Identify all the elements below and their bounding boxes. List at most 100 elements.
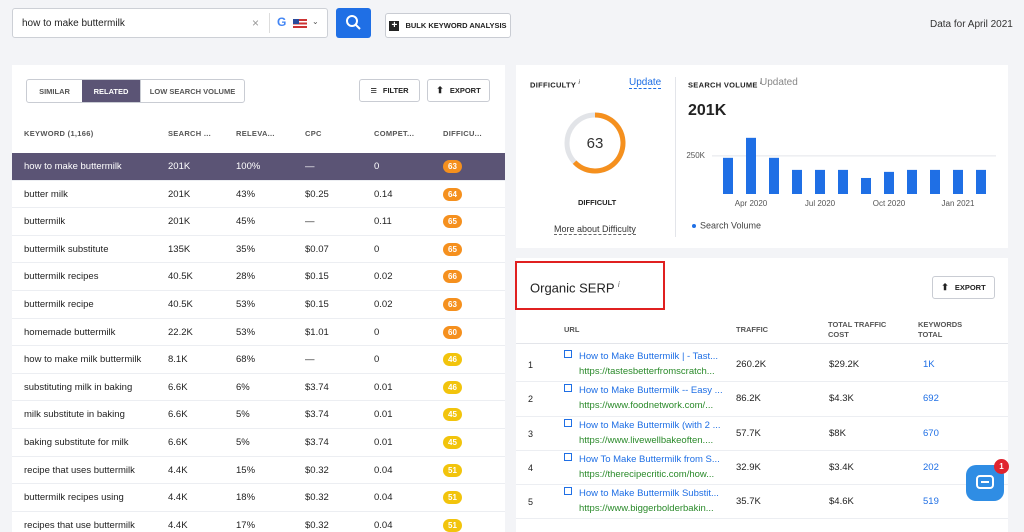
google-icon[interactable]: G <box>277 15 287 29</box>
table-row[interactable]: recipe that uses buttermilk 4.4K 15% $0.32 0… <box>12 456 505 485</box>
table-cell: 5% <box>236 437 250 448</box>
chat-badge: 1 <box>994 459 1009 474</box>
table-row[interactable]: buttermilk substitute 135K 35% $0.07 0 65 <box>12 235 505 264</box>
bulk-button[interactable]: + BULK KEYWORD ANALYSIS <box>385 13 511 38</box>
column-header: TOTAL TRAFFIC COST <box>828 320 887 339</box>
update-link[interactable]: Update <box>629 77 662 89</box>
table-cell: 0.14 <box>374 188 393 200</box>
table-cell: 6.6K <box>168 381 188 393</box>
result-title[interactable]: How To Make Buttermilk from S... <box>579 453 720 465</box>
table-cell: how to make milk buttermilk <box>24 354 142 366</box>
traffic: 57.7K <box>736 427 761 439</box>
serp-row: 5 How to Make Buttermilk Substit... https:… <box>516 485 1008 520</box>
result-url[interactable]: https://www.livewellbakeoften.... <box>579 434 714 446</box>
table-row[interactable]: substituting milk in baking 6.6K 6% $3.74 0.… <box>12 373 505 402</box>
column-header: DIFFICU... <box>443 129 482 138</box>
table-row[interactable]: buttermilk recipes using 4.4K 18% $0.32 0.04… <box>12 484 505 512</box>
keywords-total[interactable]: 692 <box>923 393 939 405</box>
difficulty-badge: 65 <box>443 242 462 256</box>
result-title[interactable]: How to Make Buttermilk -- Easy ... <box>579 385 723 397</box>
rank: 1 <box>528 360 534 370</box>
table-row[interactable]: how to make milk buttermilk 8.1K 68% — 0 46 <box>12 346 505 374</box>
table-cell: 201K <box>168 188 191 200</box>
volume-label-text: SEARCH VOLUME <box>688 80 758 90</box>
x-tick-label: Oct 2020 <box>873 199 906 208</box>
difficulty-more-link[interactable]: More about Difficulty <box>554 224 636 235</box>
table-row[interactable]: buttermilk 201K 45% — 0.11 65 <box>12 208 505 236</box>
query-text: how to make buttermilk <box>22 18 125 29</box>
table-row[interactable]: butter milk 201K 43% $0.25 0.14 64 <box>12 180 505 209</box>
result-url[interactable]: https://tastesbetterfromscratch... <box>579 366 715 377</box>
difficulty-badge: 63 <box>443 160 462 173</box>
link-icon <box>564 418 572 427</box>
bar <box>861 177 871 194</box>
rank: 2 <box>528 394 534 405</box>
info: i <box>578 79 581 86</box>
result-url[interactable]: https://www.biggerbolderbakin... <box>579 503 714 515</box>
volume-total: 201K <box>688 102 727 119</box>
clear-icon[interactable]: × <box>252 16 260 30</box>
keywords-total[interactable]: 1K <box>923 359 935 370</box>
rank: 3 <box>528 428 534 439</box>
search-button[interactable] <box>336 8 371 38</box>
filter-button[interactable]: ≡ FILTER <box>359 79 420 102</box>
filter-label: FILTER <box>382 86 409 95</box>
bar <box>815 169 825 194</box>
search-input[interactable]: how to make buttermilk × G ⌄ <box>12 8 328 38</box>
table-row[interactable]: buttermilk recipe 40.5K 53% $0.15 0.02 63 <box>12 291 505 319</box>
table-row-selected[interactable]: how to make buttermilk 201K 100% — 0 63 <box>12 153 505 181</box>
table-cell: $0.32 <box>305 519 329 531</box>
filter-icon: ≡ <box>370 84 377 97</box>
keywords-total[interactable]: 519 <box>923 496 939 508</box>
table-cell: 35% <box>236 243 256 255</box>
keywords-total[interactable]: 670 <box>923 427 939 439</box>
difficulty-label-text: DIFFICULTY <box>530 80 577 90</box>
table-cell: 45% <box>236 216 256 228</box>
dropdown-arrow[interactable]: ⌄ <box>312 17 319 26</box>
traffic-cost: $8K <box>829 427 846 439</box>
table-cell: homemade buttermilk <box>24 326 116 338</box>
table-cell: $0.32 <box>305 492 329 504</box>
traffic: 260.2K <box>736 359 767 370</box>
result-title[interactable]: How to Make Buttermilk Substit... <box>579 488 719 500</box>
gauge-value: 63 <box>587 135 604 152</box>
search-icon <box>346 15 361 30</box>
difficulty-badge: 46 <box>443 353 462 367</box>
result-url[interactable]: https://therecipecritic.com/how... <box>579 468 715 480</box>
serp-title-text: Organic SERP <box>530 280 615 296</box>
column-header: URL <box>564 325 580 334</box>
serp-row: 1 How to Make Buttermilk | - Tast... https… <box>516 348 1008 383</box>
legend-swatch <box>692 224 696 228</box>
bar <box>953 169 963 194</box>
result-title[interactable]: How to Make Buttermilk (with 2 ... <box>579 419 721 431</box>
table-cell: 0 <box>374 243 380 255</box>
table-cell: 0.04 <box>374 519 393 531</box>
result-url[interactable]: https://www.foodnetwork.com/... <box>579 400 714 412</box>
result-title[interactable]: How to Make Buttermilk | - Tast... <box>579 351 719 362</box>
serp-row: 4 How To Make Buttermilk from S... https:/… <box>516 451 1008 486</box>
difficulty-badge: 46 <box>443 380 462 394</box>
link-icon <box>564 384 572 393</box>
serp-row: 2 How to Make Buttermilk -- Easy ... https… <box>516 382 1008 417</box>
tab[interactable]: SIMILAR <box>39 86 70 96</box>
traffic-cost: $3.4K <box>829 461 854 473</box>
table-cell: 22.2K <box>168 326 193 338</box>
traffic: 32.9K <box>736 461 761 473</box>
keywords-total[interactable]: 202 <box>923 461 939 473</box>
table-row[interactable]: homemade buttermilk 22.2K 53% $1.01 0 60 <box>12 318 505 347</box>
tab[interactable]: LOW SEARCH VOLUME <box>140 80 244 102</box>
export-button[interactable]: ⬆ EXPORT <box>932 276 995 299</box>
table-row[interactable]: buttermilk recipes 40.5K 28% $0.15 0.02 66 <box>12 263 505 291</box>
table-row[interactable]: recipes that use buttermilk 4.4K 17% $0.32 0… <box>12 511 505 532</box>
rank: 5 <box>528 497 534 508</box>
table-cell: 15% <box>236 464 256 476</box>
table-row[interactable]: milk substitute in baking 6.6K 5% $3.74 0.01… <box>12 401 505 429</box>
export-button[interactable]: ⬆ EXPORT <box>427 79 490 102</box>
tab-active[interactable]: RELATED <box>82 80 140 102</box>
traffic-cost: $29.2K <box>829 359 860 370</box>
flag-icon[interactable] <box>293 19 307 28</box>
table-row[interactable]: baking substitute for milk 6.6K 5% $3.74 0.0… <box>12 429 505 457</box>
difficulty-badge: 65 <box>443 215 462 229</box>
table-cell: 100% <box>236 161 261 172</box>
